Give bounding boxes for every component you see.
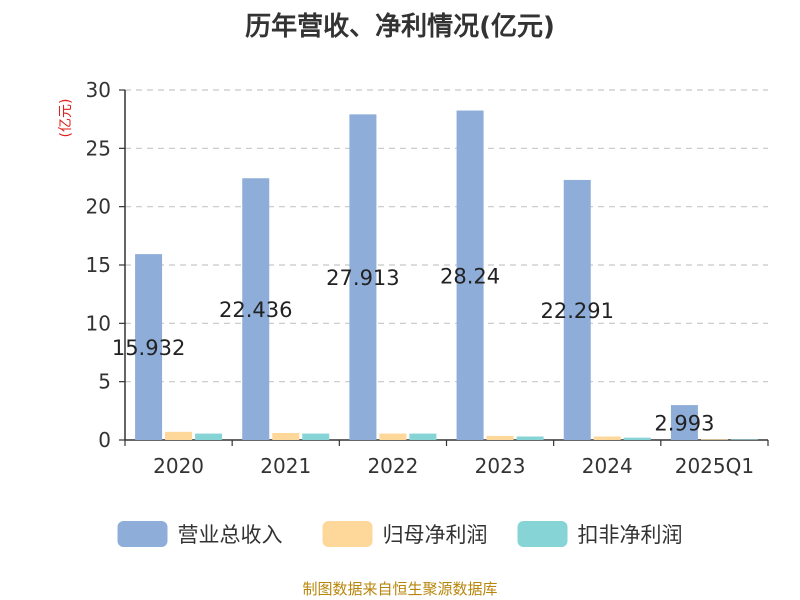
legend-label: 扣非净利润 [578,523,683,547]
y-tick-label: 10 [86,311,111,335]
y-tick-label: 20 [86,195,111,219]
bar [135,254,163,440]
data-label: 27.913 [326,266,399,290]
x-tick-label: 2020 [153,454,204,478]
y-tick-label: 5 [98,370,111,394]
bar [195,433,223,440]
bar [272,433,300,440]
data-label: 28.24 [440,264,500,288]
x-tick-label: 2024 [582,454,633,478]
bar [593,436,621,440]
legend-swatch [517,521,568,547]
legend-label: 营业总收入 [178,523,283,547]
y-axis-label: (亿元) [58,99,74,138]
bar [700,439,728,440]
data-label: 2.993 [654,412,714,436]
x-tick-label: 2023 [475,454,526,478]
x-tick-label: 2025Q1 [675,454,754,478]
bar [516,436,544,440]
bar [623,437,651,440]
legend-swatch [117,521,168,547]
data-label: 15.932 [112,336,185,360]
y-tick-label: 30 [86,78,111,102]
bar [563,179,591,440]
bar [486,435,514,440]
y-tick-label: 25 [86,136,111,160]
bar [242,178,270,440]
bar [302,433,330,440]
bar [349,114,377,441]
chart-title: 历年营收、净利情况(亿元) [245,12,555,42]
bar [379,433,407,440]
y-tick-label: 15 [86,253,111,277]
bar [456,110,484,441]
y-tick-label: 0 [98,428,111,452]
x-tick-label: 2022 [367,454,418,478]
data-source-note: 制图数据来自恒生聚源数据库 [302,580,498,598]
x-tick-label: 2021 [260,454,311,478]
data-label: 22.436 [219,298,292,322]
data-label: 22.291 [541,299,614,323]
bar [409,433,437,440]
bar [165,431,193,440]
bar [670,405,698,440]
legend-label: 归母净利润 [383,523,488,547]
legend-swatch [322,521,373,547]
